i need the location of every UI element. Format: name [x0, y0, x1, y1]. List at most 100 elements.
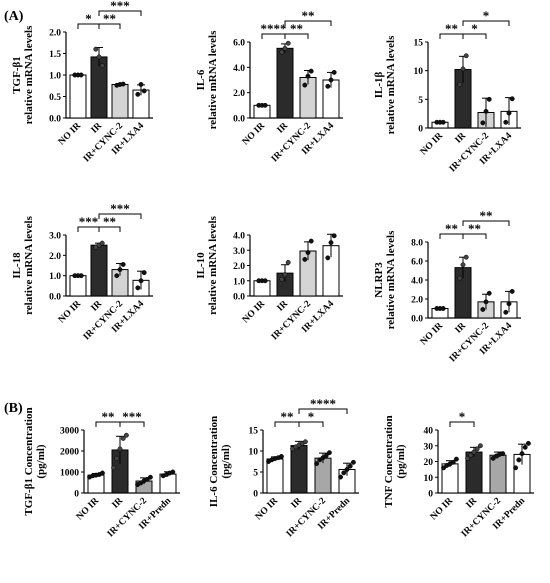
- x-tick-label: NO IR: [75, 496, 101, 522]
- y-tick-label: 0.0: [411, 315, 423, 325]
- data-point: [522, 444, 528, 450]
- data-point: [506, 301, 512, 307]
- significance-label: *: [85, 11, 92, 26]
- data-point: [513, 465, 519, 471]
- bar: [276, 47, 294, 119]
- data-point: [120, 262, 126, 267]
- data-point: [120, 435, 126, 441]
- data-point: [305, 250, 311, 255]
- y-tick-label: 6.0: [233, 39, 245, 49]
- data-point: [123, 432, 129, 438]
- data-point: [328, 77, 334, 83]
- data-point: [338, 474, 344, 480]
- data-point: [305, 73, 311, 79]
- y-axis-label: relative mRNA levels: [385, 230, 397, 329]
- data-point: [328, 240, 334, 246]
- significance-bracket: [98, 213, 142, 219]
- y-tick-label: 0.0: [233, 115, 245, 125]
- data-point: [486, 290, 492, 296]
- data-point: [331, 233, 337, 239]
- x-tick-label: IR: [454, 131, 469, 146]
- x-tick-label: NO IR: [254, 496, 280, 522]
- bar: [111, 83, 129, 119]
- y-axis-label: relative mRNA levels: [385, 35, 397, 134]
- y-tick-label: 0.5: [49, 93, 61, 103]
- y-axis-label: TGF-β1 Concentration: [23, 407, 35, 515]
- data-point: [471, 449, 477, 455]
- data-point: [509, 96, 515, 102]
- y-tick-label: 0.0: [233, 293, 245, 303]
- data-point: [503, 119, 509, 125]
- y-tick-label: 40: [424, 427, 434, 437]
- x-tick-label: NO IR: [419, 321, 445, 347]
- y-tick-label: 4.0: [411, 277, 423, 287]
- bar: [69, 275, 87, 297]
- significance-label: ***: [79, 214, 99, 229]
- significance-label: *: [459, 409, 466, 424]
- significance-label: **: [445, 221, 458, 236]
- significance-label: *: [471, 21, 478, 36]
- data-point: [503, 309, 509, 315]
- data-point: [350, 459, 356, 465]
- data-point: [170, 469, 176, 475]
- x-tick-label: NO IR: [419, 131, 445, 157]
- y-tick-label: 0: [74, 490, 79, 500]
- data-point: [279, 49, 285, 55]
- y-tick-label: 2000: [60, 448, 79, 458]
- data-point: [282, 45, 288, 51]
- data-point: [279, 276, 285, 282]
- data-point: [141, 88, 147, 94]
- significance-label: ****: [310, 396, 336, 411]
- y-tick-label: 8.0: [411, 239, 423, 249]
- data-point: [278, 454, 284, 459]
- y-tick-label: 1.5: [49, 50, 61, 60]
- data-point: [457, 81, 463, 87]
- x-tick-label: IR: [90, 299, 105, 314]
- data-point: [344, 467, 350, 472]
- significance-label: **: [468, 221, 481, 236]
- data-point: [441, 465, 447, 471]
- data-point: [341, 470, 347, 476]
- data-point: [509, 288, 515, 294]
- significance-bracket: [98, 226, 121, 232]
- y-axis-label: IL-6: [195, 69, 207, 90]
- y-tick-label: 5: [418, 96, 423, 106]
- data-point: [138, 278, 144, 284]
- data-point: [457, 275, 463, 281]
- y-tick-label: 3.0: [49, 232, 61, 242]
- significance-label: **: [302, 8, 315, 23]
- y-axis-label: relative mRNA levels: [23, 25, 35, 124]
- y-tick-label: 2.0: [233, 262, 245, 272]
- significance-label: **: [103, 11, 116, 26]
- data-point: [314, 461, 320, 467]
- data-point: [78, 273, 84, 279]
- panel-label-a: (A): [4, 9, 24, 24]
- significance-bracket: [298, 421, 324, 427]
- y-tick-label: 3.0: [233, 247, 245, 257]
- data-point: [93, 46, 99, 52]
- data-point: [440, 119, 446, 125]
- significance-label: ***: [110, 201, 130, 216]
- data-point: [474, 446, 480, 452]
- bar: [69, 74, 87, 119]
- data-point: [477, 443, 483, 449]
- data-point: [135, 91, 141, 97]
- data-point: [506, 110, 512, 116]
- bar: [90, 244, 108, 297]
- significance-bracket: [284, 20, 332, 26]
- data-point: [120, 81, 126, 87]
- y-tick-label: 1.0: [233, 277, 245, 287]
- data-point: [465, 455, 471, 461]
- y-tick-label: 0: [253, 490, 258, 500]
- data-point: [483, 299, 489, 305]
- data-point: [519, 451, 525, 457]
- x-tick-label: IR: [454, 321, 469, 336]
- x-tick-label: NO IR: [57, 299, 83, 325]
- y-tick-label: 4.0: [233, 232, 245, 242]
- y-tick-label: 10: [249, 448, 259, 458]
- y-tick-label: 15: [414, 39, 424, 49]
- significance-bracket: [98, 23, 121, 29]
- chart-2: 0.0 2.0 4.0 6.0 IL-6 relative mRNA levels NO I…: [195, 8, 343, 164]
- y-tick-label: 10: [424, 474, 434, 484]
